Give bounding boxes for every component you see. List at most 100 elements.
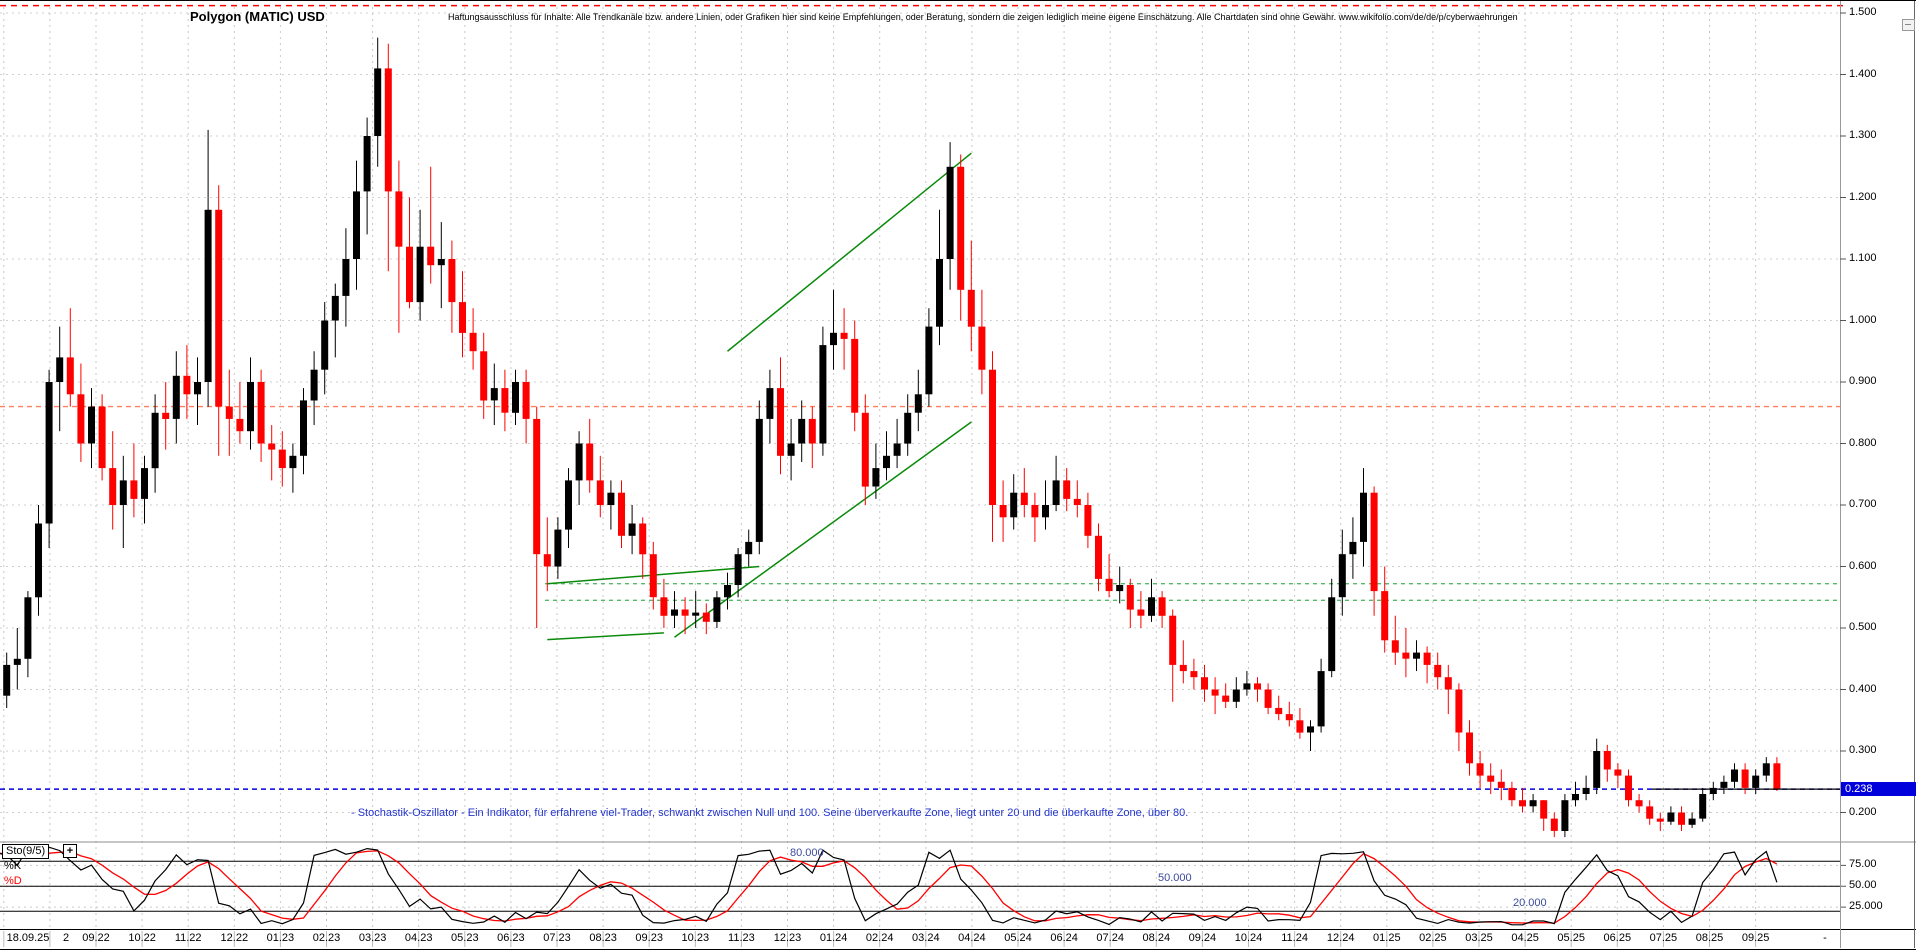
candle-up [692,612,700,616]
time-axis-label: 01.23 [266,932,295,944]
candle-down [639,523,647,555]
time-axis-label: 12.22 [220,932,249,944]
disclaimer-text: Haftungsausschluss für Inhalte: Alle Tre… [448,12,1518,22]
candle-down [1434,664,1442,678]
candle-down [1455,689,1463,733]
candle-down [1508,787,1516,801]
stoch-d-line [0,850,1778,924]
candle-up [1582,787,1590,794]
candle-up [798,418,806,444]
time-axis-label: 04.24 [958,932,986,944]
candle-up [310,369,318,401]
candle-down [257,382,265,444]
candle-up [607,492,615,505]
candle-up [35,523,42,598]
candle-up [1688,818,1696,825]
candle-up [925,326,933,395]
time-axis-label: 07.23 [543,932,571,944]
candle-up [1232,689,1240,702]
candle-down [1179,664,1187,672]
add-indicator-button[interactable]: + [63,844,77,858]
candle-up [1317,671,1325,727]
candle-up [1731,769,1738,782]
candle-up [755,418,763,542]
time-axis-label: 04.23 [404,932,433,944]
indicator-label-button[interactable]: Sto(9/5) [2,844,50,859]
candle-up [724,585,731,598]
candle-down [1646,806,1654,819]
candle-up [88,406,95,444]
candle-up [734,554,742,585]
candle-up [24,597,32,659]
candle-down [1487,775,1495,782]
candle-up [1042,505,1049,518]
candle-up [1529,800,1537,807]
candle-down [1084,505,1092,536]
candle-down [808,418,816,444]
candle-up [1148,597,1155,616]
candle-down [1381,591,1389,641]
time-axis-label: 05.23 [451,932,479,944]
candle-down [1073,498,1081,505]
candle-up [893,443,901,456]
candle-down [586,443,594,481]
candle-down [840,332,848,339]
candle-up [1667,812,1675,822]
candle-down [480,351,488,401]
stoch-axis-label: 50.00 [1849,879,1877,892]
candle-down [1275,707,1283,715]
candle-up [437,259,445,266]
stoch-level-label: 50.000 [1158,872,1192,884]
price-axis-label: 0.600 [1849,559,1877,572]
time-axis-label: 10.23 [681,932,710,944]
candle-up [1360,492,1367,542]
candle-down [183,375,191,395]
candle-down [162,412,170,419]
candle-down [459,302,466,333]
stoch-level-label: 80.000 [790,847,824,859]
candle-down [215,209,223,407]
percent-k-label: %K [4,860,22,872]
candle-down [501,388,509,413]
candle-up [172,375,180,419]
candle-down [98,406,106,469]
candle-down [1190,671,1198,678]
candle-up [787,443,795,456]
price-axis-label: 0.800 [1849,436,1877,449]
time-axis-label: 02.25 [1419,932,1447,944]
candle-up [1561,800,1569,831]
time-axis-label: 12.23 [773,932,802,944]
candle-down [1063,480,1071,499]
candle-down [957,166,965,290]
time-axis-label: 09.22 [82,932,110,944]
candle-down [1222,695,1230,702]
stoch-axis-label: 25.000 [1849,900,1883,913]
candle-down [1370,492,1378,592]
time-axis-label: 08.25 [1695,932,1724,944]
time-axis-label: 06.23 [497,932,525,944]
price-axis-label: 1.400 [1849,67,1877,80]
time-axis-label: 08.23 [589,932,617,944]
time-axis-label: 09.24 [1188,932,1217,944]
price-axis-label: 0.300 [1849,744,1877,756]
candle-down [1254,683,1261,690]
candle-down [1519,800,1526,807]
x-axis-end-dash: - [1823,932,1827,944]
candle-up [914,394,922,413]
time-axis-label: 10.24 [1234,932,1263,944]
candle-up [1413,652,1420,659]
price-axis-label: 1.300 [1849,129,1877,141]
candle-down [1678,812,1685,825]
candle-down [1285,714,1293,721]
candle-up [766,388,774,419]
candle-up [56,357,64,382]
candle-up [3,664,11,696]
candle-down [1773,763,1781,790]
candle-up [247,382,254,432]
candle-down [236,418,244,432]
x-axis-start-date: 18.09.25 [6,932,50,944]
candle-up [13,658,21,665]
price-axis-label: 0.500 [1849,621,1877,633]
axis-settings-button[interactable] [1902,19,1915,31]
